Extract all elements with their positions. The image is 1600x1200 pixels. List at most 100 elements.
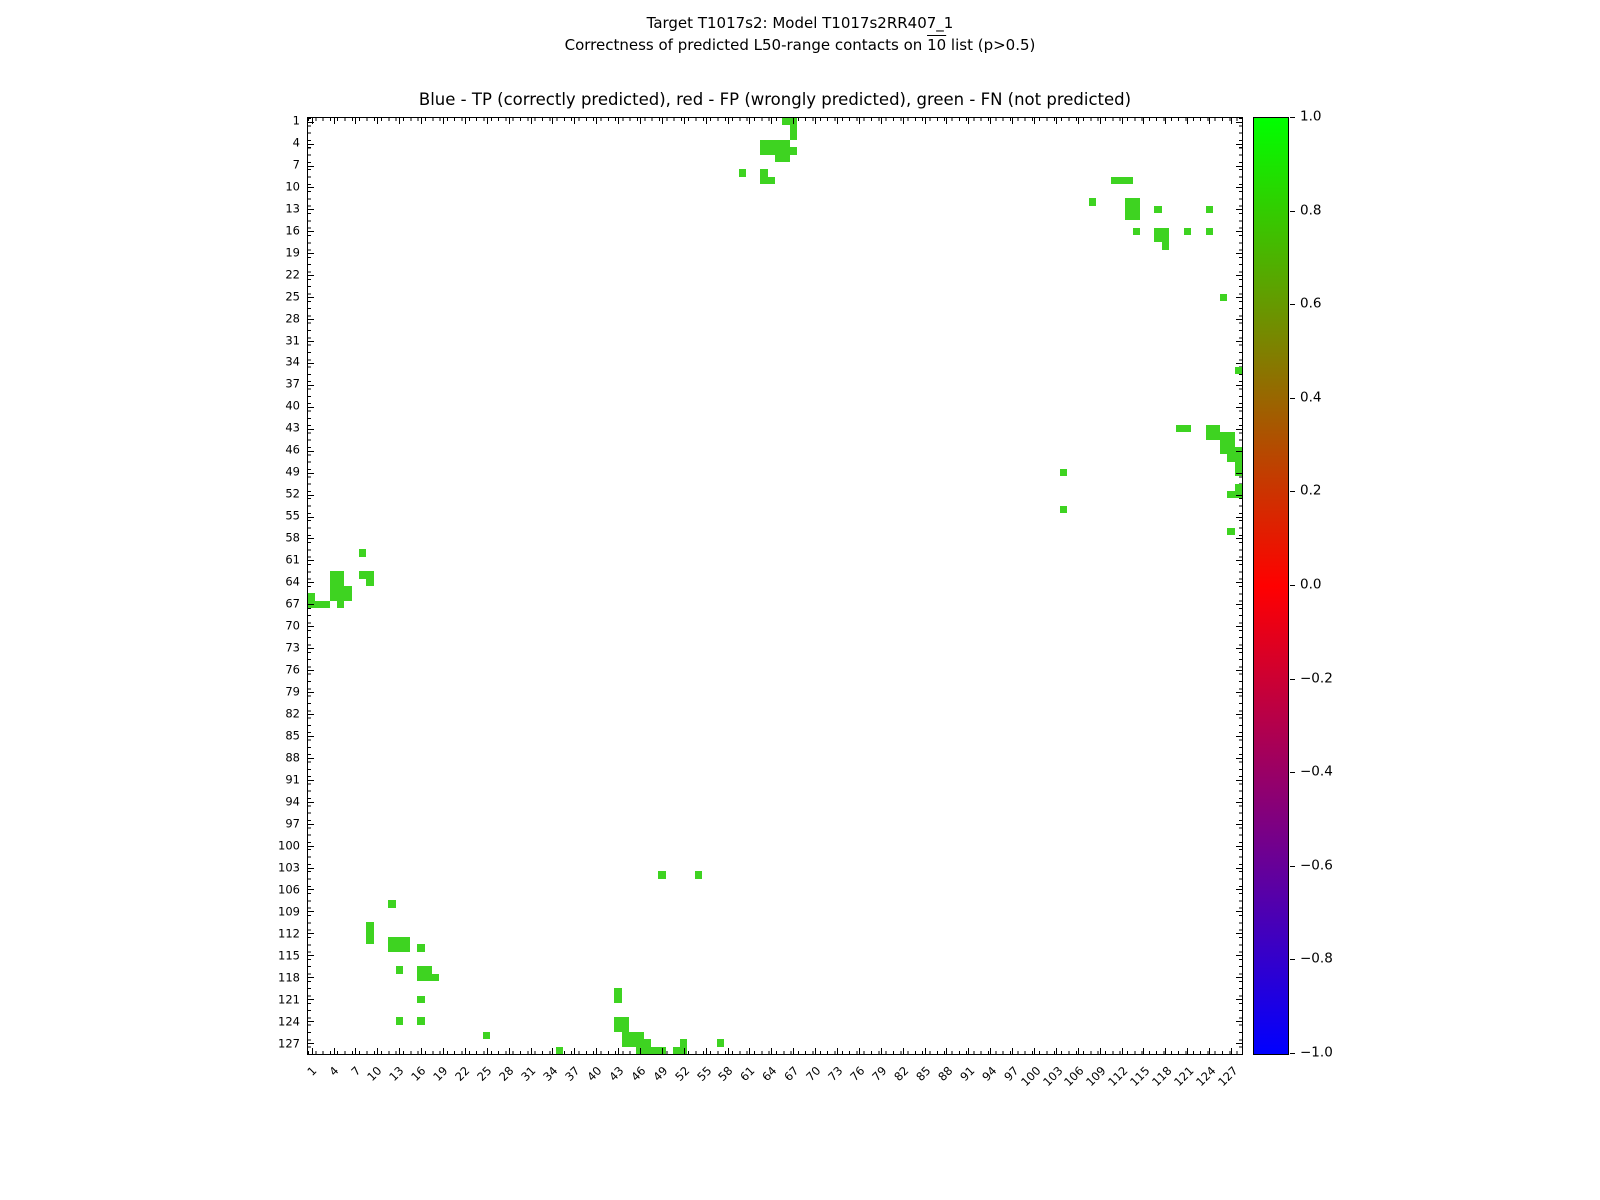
y-tick-label: 124 bbox=[278, 1014, 300, 1029]
x-tick-label: 109 bbox=[1083, 1063, 1109, 1090]
major-tick bbox=[308, 472, 314, 474]
major-tick bbox=[377, 118, 379, 124]
x-axis-labels: 1 4 7 10 13 16 19 22 25 28 31 34 37 40 43 46 49 52 55 58 61 6… bbox=[304, 1060, 1243, 1140]
major-tick bbox=[1236, 384, 1242, 386]
fn-cell bbox=[636, 1032, 644, 1040]
fn-cell bbox=[417, 1017, 425, 1025]
y-tick-label: 91 bbox=[285, 772, 300, 787]
major-tick bbox=[308, 977, 314, 979]
fn-cell bbox=[636, 1039, 644, 1047]
fn-cell bbox=[1183, 227, 1191, 235]
major-tick bbox=[771, 1048, 773, 1054]
fn-cell bbox=[643, 1039, 651, 1047]
y-tick-label: 13 bbox=[285, 200, 300, 215]
major-tick bbox=[837, 1048, 839, 1054]
x-tick-label: 115 bbox=[1127, 1063, 1153, 1090]
colorbar-tick-label: 1.0 bbox=[1300, 108, 1322, 125]
fn-cell bbox=[417, 944, 425, 952]
y-tick-label: 70 bbox=[285, 618, 300, 633]
fn-cell bbox=[621, 1017, 630, 1025]
minor-ticks-left bbox=[308, 118, 311, 1054]
major-tick bbox=[1034, 118, 1036, 124]
fn-cell bbox=[1059, 505, 1067, 513]
fn-cell bbox=[760, 176, 768, 184]
fn-cell bbox=[782, 139, 790, 148]
major-tick bbox=[308, 911, 314, 913]
colorbar-tick bbox=[1290, 491, 1295, 493]
x-tick-label: 103 bbox=[1039, 1063, 1066, 1090]
fn-cell bbox=[1227, 490, 1235, 499]
major-tick bbox=[1236, 999, 1242, 1001]
fn-cell bbox=[1205, 205, 1213, 214]
minor-ticks-top bbox=[308, 118, 1242, 121]
fn-cell bbox=[1161, 235, 1170, 243]
major-tick bbox=[308, 275, 314, 277]
fn-cell bbox=[1125, 176, 1133, 184]
major-tick bbox=[683, 1048, 685, 1054]
major-tick bbox=[308, 823, 314, 825]
fn-cell bbox=[760, 169, 768, 177]
major-tick bbox=[1236, 735, 1242, 737]
major-tick bbox=[1236, 933, 1242, 935]
fn-cell bbox=[1132, 198, 1140, 206]
x-tick-label: 127 bbox=[1215, 1063, 1241, 1090]
y-tick-label: 112 bbox=[278, 926, 300, 941]
major-tick bbox=[1231, 118, 1233, 124]
major-tick bbox=[1236, 560, 1242, 562]
y-tick-label: 127 bbox=[278, 1036, 300, 1051]
y-tick-label: 4 bbox=[292, 134, 300, 149]
y-tick-label: 121 bbox=[278, 992, 300, 1007]
fn-cell bbox=[337, 600, 345, 608]
suptitle-line2: Correctness of predicted L50-range conta… bbox=[0, 35, 1600, 57]
y-tick-label: 73 bbox=[285, 640, 300, 655]
major-tick bbox=[574, 1048, 576, 1054]
x-tick-label: 85 bbox=[913, 1063, 934, 1084]
major-tick bbox=[308, 384, 314, 386]
major-tick bbox=[946, 1048, 948, 1054]
major-tick bbox=[1236, 977, 1242, 979]
x-tick-label: 106 bbox=[1061, 1063, 1087, 1090]
major-tick bbox=[308, 955, 314, 957]
colorbar-tick bbox=[1290, 585, 1295, 586]
fn-cell bbox=[315, 600, 323, 608]
fn-cell bbox=[388, 937, 396, 945]
x-tick-label: 46 bbox=[627, 1063, 649, 1084]
major-tick bbox=[399, 118, 401, 124]
x-tick-label: 118 bbox=[1149, 1063, 1175, 1090]
major-tick bbox=[1236, 823, 1242, 825]
fn-cell bbox=[738, 169, 746, 177]
fn-cell bbox=[1125, 198, 1133, 206]
fn-cell bbox=[366, 571, 374, 579]
colorbar-tick-label: 0.8 bbox=[1300, 201, 1322, 218]
fn-cell bbox=[1234, 366, 1242, 374]
x-tick-label: 100 bbox=[1017, 1063, 1044, 1090]
x-tick-label: 58 bbox=[715, 1063, 736, 1084]
x-tick-label: 121 bbox=[1171, 1063, 1197, 1090]
x-tick-label: 82 bbox=[891, 1063, 912, 1084]
major-tick bbox=[1165, 118, 1167, 124]
y-tick-label: 64 bbox=[285, 574, 300, 589]
x-tick-label: 94 bbox=[978, 1063, 1000, 1084]
fn-cell bbox=[1227, 439, 1235, 448]
x-tick-label: 28 bbox=[496, 1063, 517, 1084]
x-tick-label: 61 bbox=[737, 1063, 758, 1084]
major-tick bbox=[486, 1048, 488, 1054]
fn-cell bbox=[344, 593, 352, 601]
major-tick bbox=[1236, 692, 1242, 694]
colorbar-tick-label: −0.8 bbox=[1300, 950, 1333, 967]
major-tick bbox=[793, 118, 795, 124]
major-tick bbox=[574, 118, 576, 124]
fn-cell bbox=[1234, 483, 1242, 491]
colorbar-tick bbox=[1290, 210, 1295, 212]
x-tick-label: 34 bbox=[540, 1063, 561, 1084]
fn-cell bbox=[782, 147, 790, 155]
x-tick-label: 40 bbox=[584, 1063, 605, 1084]
x-tick-label: 88 bbox=[935, 1063, 956, 1084]
major-tick bbox=[308, 867, 314, 869]
colorbar-tick bbox=[1290, 865, 1295, 867]
fn-cell bbox=[417, 995, 425, 1003]
major-tick bbox=[1121, 1048, 1123, 1054]
y-tick-label: 106 bbox=[278, 882, 300, 897]
x-tick-label: 52 bbox=[671, 1063, 693, 1084]
major-tick bbox=[880, 118, 882, 124]
